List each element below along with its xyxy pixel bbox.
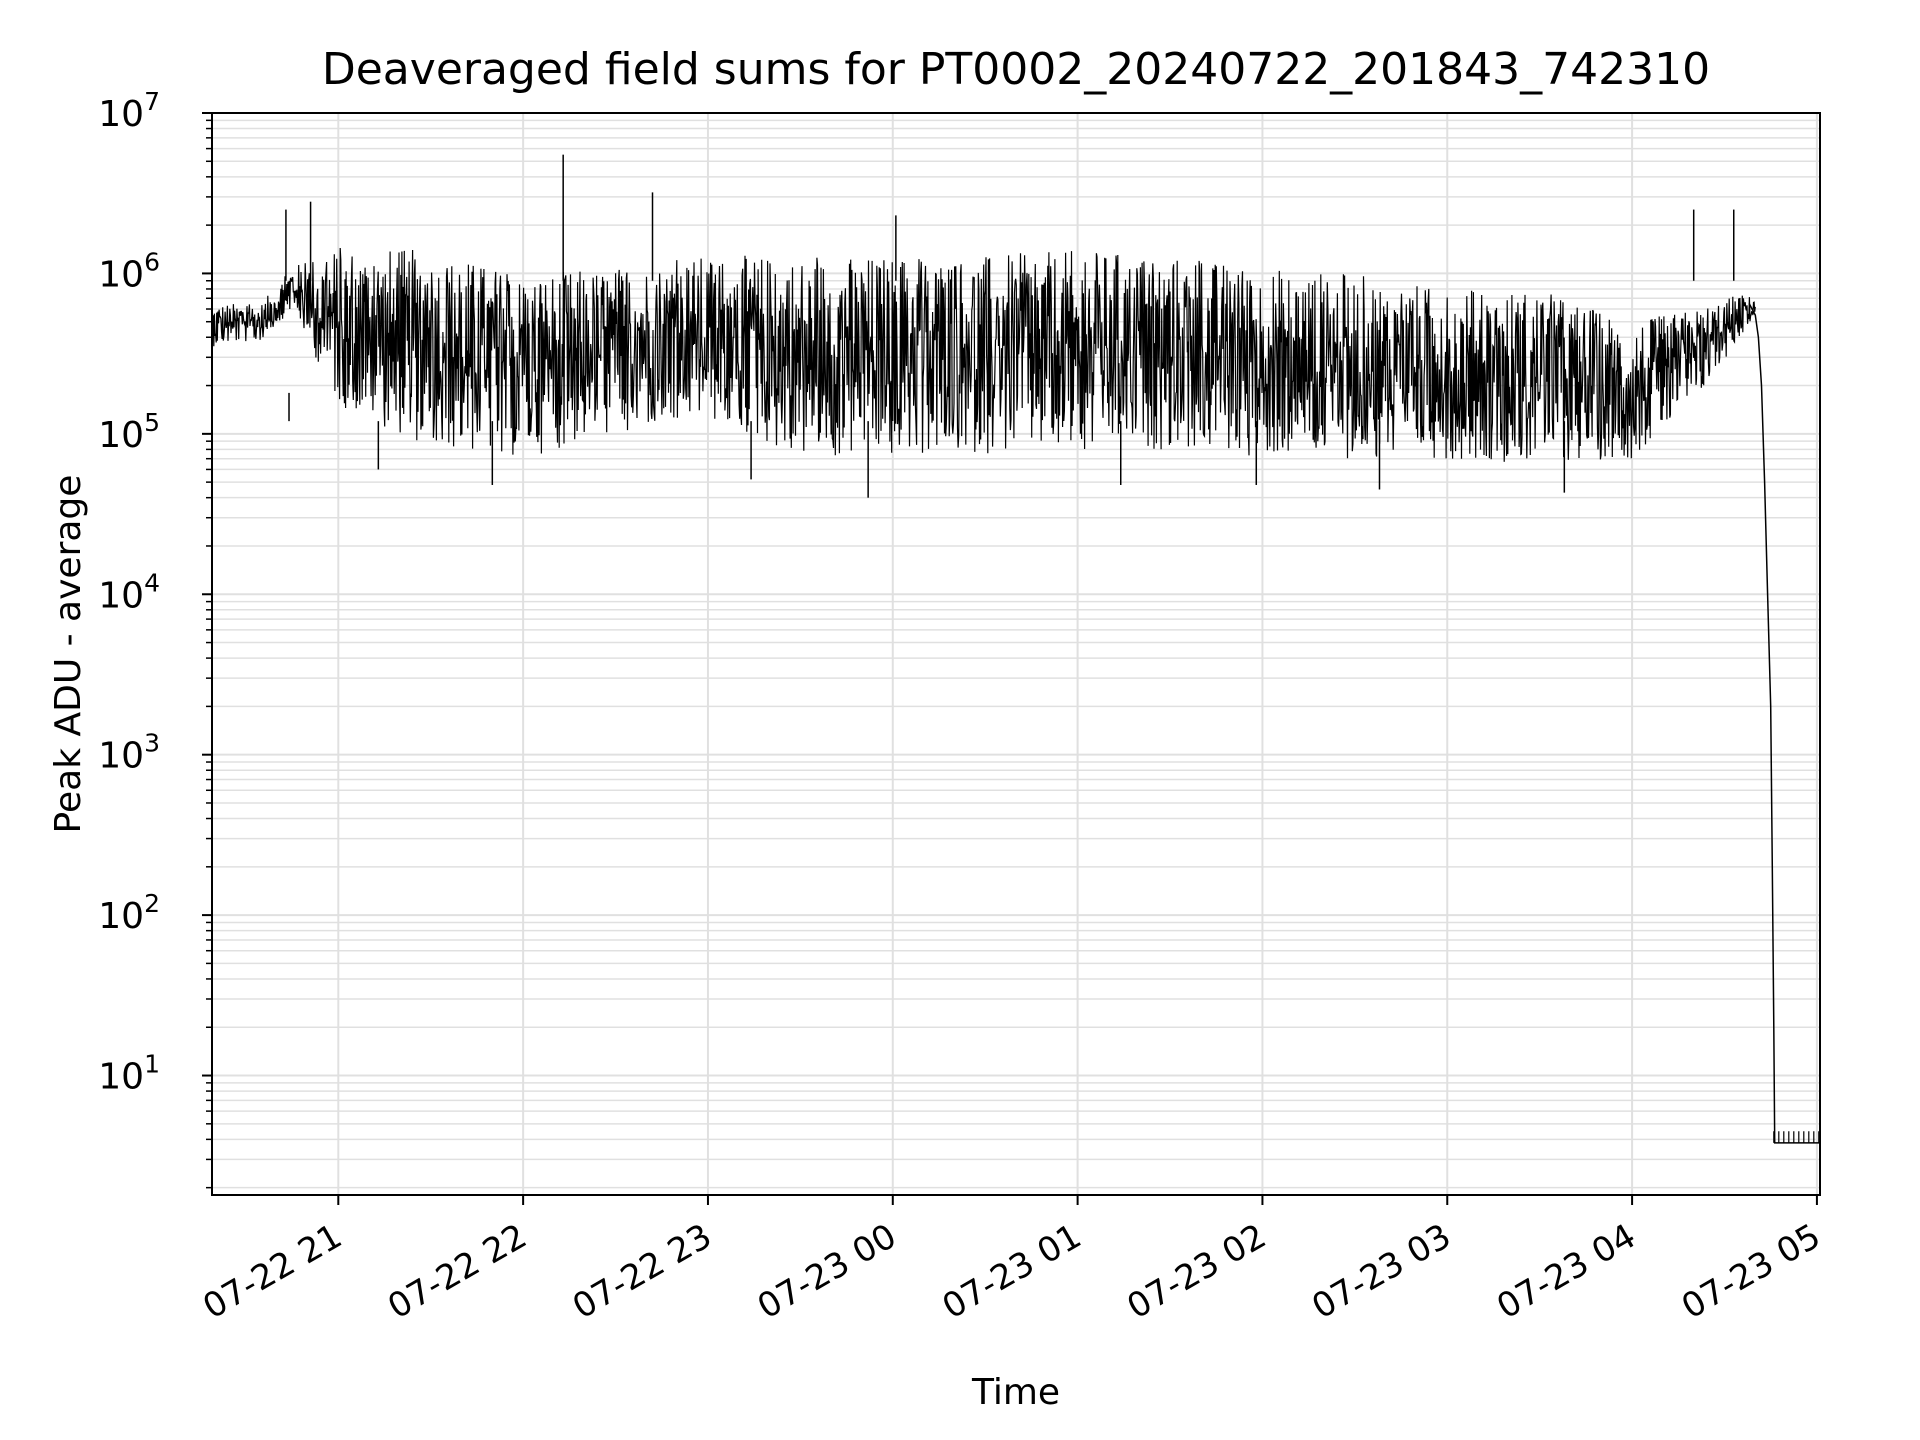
- x-tick-label: 07-23 00: [751, 1216, 903, 1327]
- y-tick-label: 101: [98, 1050, 160, 1098]
- x-tick-label: 07-22 22: [381, 1216, 533, 1327]
- y-ticks: 101 102 103 104 105 106 107: [98, 87, 212, 1189]
- chart-title: Deaveraged field sums for PT0002_2024072…: [322, 44, 1710, 95]
- x-tick-label: 07-23 01: [936, 1216, 1088, 1327]
- x-tick-label: 07-23 05: [1675, 1216, 1827, 1327]
- x-tick-label: 07-23 02: [1121, 1216, 1273, 1327]
- data-tail-line: [1748, 303, 1820, 1144]
- y-tick-label: 102: [98, 889, 160, 937]
- x-tick-label: 07-22 21: [196, 1216, 348, 1327]
- data-layer: [211, 154, 1820, 1144]
- y-tick-label: 104: [98, 568, 160, 616]
- axes-frame: [211, 112, 1821, 1196]
- y-tick-label: 107: [98, 87, 160, 135]
- y-axis-label: Peak ADU - average: [48, 475, 89, 834]
- y-tick-label: 103: [98, 729, 160, 777]
- x-axis-label: Time: [971, 1372, 1060, 1413]
- data-series-line: [211, 247, 1756, 462]
- x-tick-label: 07-23 04: [1490, 1216, 1642, 1327]
- data-floor-noise: [1773, 1131, 1820, 1143]
- y-tick-label: 105: [98, 408, 160, 456]
- x-tick-label: 07-22 23: [566, 1216, 718, 1327]
- x-tick-label: 07-23 03: [1305, 1216, 1457, 1327]
- y-tick-label: 106: [98, 247, 160, 295]
- x-ticks: 07-22 21 07-22 22 07-22 23 07-23 00 07-23 01…: [196, 1195, 1827, 1327]
- grid-layer: [212, 112, 1820, 1195]
